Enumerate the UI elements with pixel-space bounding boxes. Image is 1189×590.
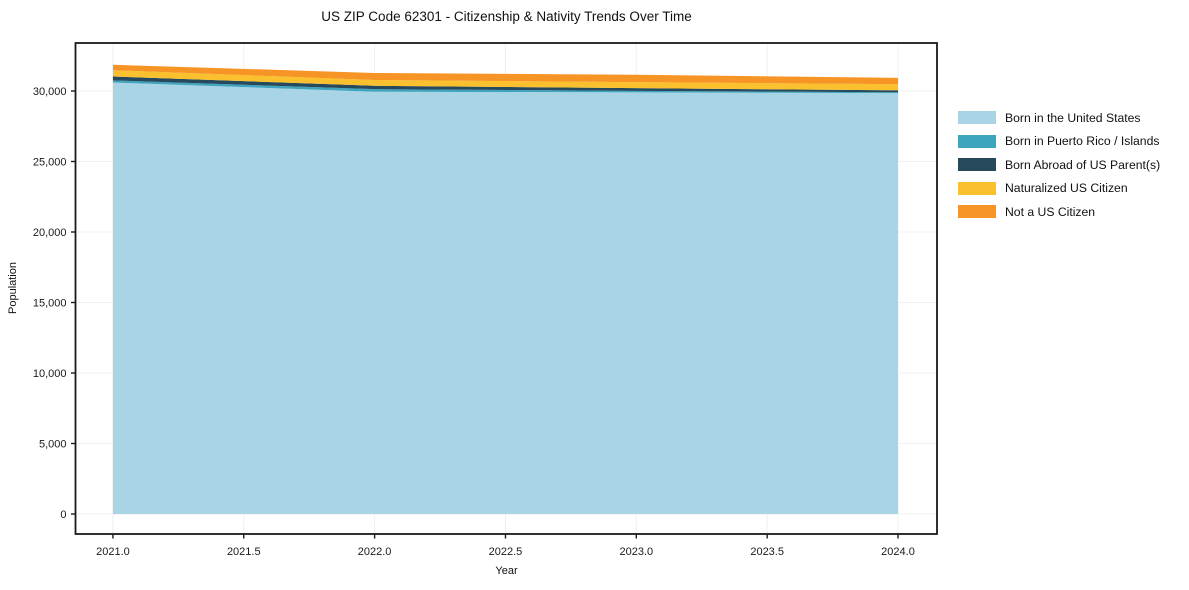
legend-swatch-icon (958, 134, 996, 148)
chart-title: US ZIP Code 62301 - Citizenship & Nativi… (321, 9, 692, 24)
area-series-4 (112, 64, 899, 85)
y-tick-label: 0 (60, 509, 66, 521)
x-tick-label: 2024.0 (881, 546, 915, 558)
x-tick-label: 2023.5 (750, 546, 784, 558)
area-series-2 (112, 76, 899, 93)
area-series-3 (112, 70, 899, 91)
legend: Born in the United States Born in Puerto… (958, 106, 1160, 224)
plot-frame (74, 42, 938, 535)
x-tick-label: 2022.5 (489, 546, 523, 558)
legend-label: Naturalized US Citizen (1005, 181, 1128, 196)
legend-item: Born Abroad of US Parent(s) (958, 153, 1160, 177)
y-tick-label: 25,000 (33, 156, 67, 168)
x-tick-label: 2022.0 (358, 546, 392, 558)
legend-label: Born in the United States (1005, 110, 1141, 125)
legend-label: Not a US Citizen (1005, 204, 1096, 219)
y-tick-label: 30,000 (33, 86, 67, 98)
y-tick-label: 20,000 (33, 227, 67, 239)
legend-label: Born Abroad of US Parent(s) (1005, 157, 1161, 172)
y-axis-label: Population (7, 262, 19, 314)
area-series-group (112, 64, 899, 515)
legend-item: Not a US Citizen (958, 200, 1160, 224)
legend-item: Naturalized US Citizen (958, 177, 1160, 201)
x-tick-label: 2021.5 (227, 546, 261, 558)
x-tick-label: 2021.0 (96, 546, 130, 558)
legend-item: Born in the United States (958, 106, 1160, 130)
y-tick-label: 15,000 (33, 298, 67, 310)
x-axis-label: Year (495, 565, 518, 577)
x-tick-label: 2023.0 (619, 546, 653, 558)
legend-swatch-icon (958, 181, 996, 195)
legend-swatch-icon (958, 205, 996, 219)
axis-ticks: 2021.0 2021.5 2022.0 2022.5 2023.0 2023.5 2024… (33, 86, 915, 558)
y-tick-label: 5,000 (39, 439, 67, 451)
area-series-0 (112, 82, 899, 515)
y-tick-label: 10,000 (33, 368, 67, 380)
legend-label: Born in Puerto Rico / Islands (1005, 134, 1160, 149)
area-series-1 (112, 80, 899, 94)
legend-item: Born in Puerto Rico / Islands (958, 130, 1160, 154)
legend-swatch-icon (958, 158, 996, 172)
legend-swatch-icon (958, 111, 996, 125)
